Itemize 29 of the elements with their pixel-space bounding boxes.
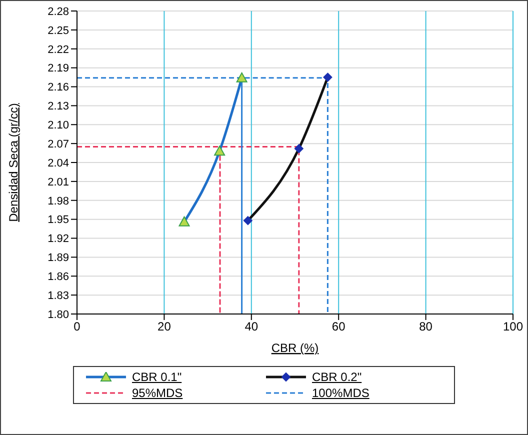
y-tick-label: 1.89 — [48, 252, 69, 264]
x-tick-label: 20 — [158, 320, 172, 334]
y-tick-label: 2.13 — [48, 100, 69, 113]
y-axis-title: Densidad Seca (gr/cc) — [6, 103, 20, 222]
x-tick-label: 60 — [332, 320, 346, 334]
y-tick-label: 2.04 — [48, 157, 69, 170]
y-tick-label: 2.01 — [48, 176, 69, 188]
x-tick-label: 40 — [244, 320, 258, 334]
y-tick-label: 1.83 — [48, 290, 69, 302]
y-tick-label: 2.28 — [48, 6, 69, 18]
y-tick-label: 2.10 — [48, 120, 69, 132]
y-tick-label: 2.25 — [48, 24, 69, 37]
y-tick-label: 1.92 — [48, 233, 69, 246]
legend-label: 100%MDS — [312, 386, 370, 400]
y-tick-label: 1.80 — [48, 308, 69, 321]
y-tick-label: 1.86 — [48, 271, 69, 284]
legend-label: CBR 0.2" — [312, 370, 362, 384]
y-tick-label: 1.98 — [48, 195, 69, 208]
x-axis-title: CBR (%) — [271, 341, 319, 355]
y-tick-label: 2.16 — [48, 82, 69, 94]
y-tick-label: 1.95 — [48, 214, 69, 226]
legend-label: 95%MDS — [132, 386, 183, 400]
y-tick-label: 2.22 — [48, 44, 69, 56]
x-tick-label: 100 — [502, 320, 524, 334]
x-tick-label: 80 — [419, 320, 433, 334]
legend-label: CBR 0.1" — [132, 370, 182, 384]
y-tick-label: 2.07 — [48, 138, 69, 150]
y-tick-label: 2.19 — [48, 62, 69, 75]
x-tick-label: 0 — [74, 320, 81, 334]
